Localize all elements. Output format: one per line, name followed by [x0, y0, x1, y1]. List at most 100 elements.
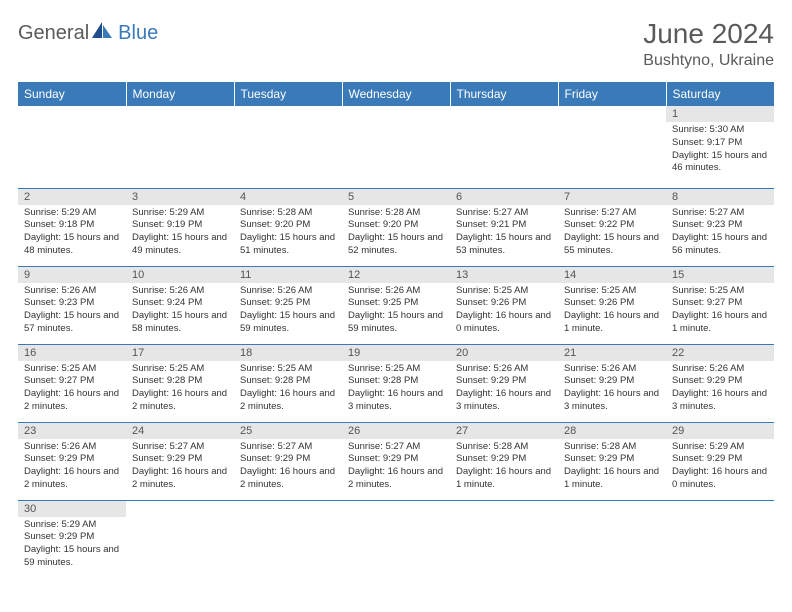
- calendar-cell: 7Sunrise: 5:27 AMSunset: 9:22 PMDaylight…: [558, 188, 666, 266]
- day-details: Sunrise: 5:25 AMSunset: 9:28 PMDaylight:…: [126, 361, 234, 417]
- day-details: Sunrise: 5:26 AMSunset: 9:29 PMDaylight:…: [558, 361, 666, 417]
- calendar-row: 1Sunrise: 5:30 AMSunset: 9:17 PMDaylight…: [18, 106, 774, 188]
- sunrise-text: Sunrise: 5:25 AM: [240, 363, 336, 376]
- day-details: Sunrise: 5:25 AMSunset: 9:26 PMDaylight:…: [558, 283, 666, 339]
- day-header: Tuesday: [234, 82, 342, 106]
- daylight-text: Daylight: 16 hours and 2 minutes.: [240, 388, 336, 414]
- day-details: Sunrise: 5:27 AMSunset: 9:22 PMDaylight:…: [558, 205, 666, 261]
- sunset-text: Sunset: 9:20 PM: [348, 219, 444, 232]
- sunrise-text: Sunrise: 5:27 AM: [240, 441, 336, 454]
- calendar-cell: 20Sunrise: 5:26 AMSunset: 9:29 PMDayligh…: [450, 344, 558, 422]
- day-number: 16: [18, 345, 126, 361]
- day-number: 7: [558, 189, 666, 205]
- day-number: 26: [342, 423, 450, 439]
- day-number: 28: [558, 423, 666, 439]
- sunset-text: Sunset: 9:24 PM: [132, 297, 228, 310]
- calendar-cell: 24Sunrise: 5:27 AMSunset: 9:29 PMDayligh…: [126, 422, 234, 500]
- calendar-cell: 22Sunrise: 5:26 AMSunset: 9:29 PMDayligh…: [666, 344, 774, 422]
- sunrise-text: Sunrise: 5:27 AM: [672, 207, 768, 220]
- sunrise-text: Sunrise: 5:28 AM: [564, 441, 660, 454]
- calendar-cell: 12Sunrise: 5:26 AMSunset: 9:25 PMDayligh…: [342, 266, 450, 344]
- day-details: Sunrise: 5:25 AMSunset: 9:28 PMDaylight:…: [342, 361, 450, 417]
- calendar-cell: 26Sunrise: 5:27 AMSunset: 9:29 PMDayligh…: [342, 422, 450, 500]
- daylight-text: Daylight: 15 hours and 52 minutes.: [348, 232, 444, 258]
- day-number: 21: [558, 345, 666, 361]
- day-number: 14: [558, 267, 666, 283]
- day-details: Sunrise: 5:27 AMSunset: 9:29 PMDaylight:…: [234, 439, 342, 495]
- sunrise-text: Sunrise: 5:25 AM: [348, 363, 444, 376]
- day-details: Sunrise: 5:28 AMSunset: 9:20 PMDaylight:…: [342, 205, 450, 261]
- day-number: 3: [126, 189, 234, 205]
- day-details: Sunrise: 5:28 AMSunset: 9:29 PMDaylight:…: [450, 439, 558, 495]
- daylight-text: Daylight: 15 hours and 48 minutes.: [24, 232, 120, 258]
- calendar-cell: 28 Sunrise: 5:28 AMSunset: 9:29 PMDayligh…: [558, 422, 666, 500]
- sunset-text: Sunset: 9:29 PM: [564, 375, 660, 388]
- sunrise-text: Sunrise: 5:26 AM: [456, 363, 552, 376]
- sunset-text: Sunset: 9:18 PM: [24, 219, 120, 232]
- sunrise-text: Sunrise: 5:26 AM: [24, 441, 120, 454]
- sunrise-text: Sunrise: 5:29 AM: [672, 441, 768, 454]
- day-number: 18: [234, 345, 342, 361]
- calendar-cell: [18, 106, 126, 188]
- sunset-text: Sunset: 9:29 PM: [348, 453, 444, 466]
- calendar-cell: 4Sunrise: 5:28 AMSunset: 9:20 PMDaylight…: [234, 188, 342, 266]
- day-header-row: Sunday Monday Tuesday Wednesday Thursday…: [18, 82, 774, 106]
- daylight-text: Daylight: 16 hours and 2 minutes.: [24, 466, 120, 492]
- sunset-text: Sunset: 9:28 PM: [240, 375, 336, 388]
- calendar-row: 9Sunrise: 5:26 AMSunset: 9:23 PMDaylight…: [18, 266, 774, 344]
- day-number: 17: [126, 345, 234, 361]
- day-header: Thursday: [450, 82, 558, 106]
- daylight-text: Daylight: 15 hours and 58 minutes.: [132, 310, 228, 336]
- logo-text-general: General: [18, 22, 89, 45]
- day-details: Sunrise: 5:26 AMSunset: 9:29 PMDaylight:…: [666, 361, 774, 417]
- daylight-text: Daylight: 16 hours and 2 minutes.: [132, 466, 228, 492]
- daylight-text: Daylight: 16 hours and 3 minutes.: [348, 388, 444, 414]
- sunset-text: Sunset: 9:25 PM: [348, 297, 444, 310]
- sunset-text: Sunset: 9:29 PM: [240, 453, 336, 466]
- daylight-text: Daylight: 16 hours and 3 minutes.: [564, 388, 660, 414]
- day-number: 30: [18, 501, 126, 517]
- daylight-text: Daylight: 16 hours and 1 minute.: [564, 466, 660, 492]
- day-details: Sunrise: 5:29 AMSunset: 9:29 PMDaylight:…: [18, 517, 126, 573]
- sunset-text: Sunset: 9:28 PM: [348, 375, 444, 388]
- sunrise-text: Sunrise: 5:26 AM: [240, 285, 336, 298]
- daylight-text: Daylight: 15 hours and 59 minutes.: [348, 310, 444, 336]
- daylight-text: Daylight: 16 hours and 2 minutes.: [348, 466, 444, 492]
- day-details: Sunrise: 5:26 AMSunset: 9:24 PMDaylight:…: [126, 283, 234, 339]
- daylight-text: Daylight: 15 hours and 55 minutes.: [564, 232, 660, 258]
- daylight-text: Daylight: 16 hours and 2 minutes.: [24, 388, 120, 414]
- sunrise-text: Sunrise: 5:27 AM: [348, 441, 444, 454]
- day-number: 4: [234, 189, 342, 205]
- sunrise-text: Sunrise: 5:29 AM: [24, 519, 120, 532]
- daylight-text: Daylight: 15 hours and 46 minutes.: [672, 150, 768, 176]
- calendar-cell: 27Sunrise: 5:28 AMSunset: 9:29 PMDayligh…: [450, 422, 558, 500]
- day-number: 27: [450, 423, 558, 439]
- daylight-text: Daylight: 16 hours and 1 minute.: [456, 466, 552, 492]
- day-number: 23: [18, 423, 126, 439]
- sunset-text: Sunset: 9:28 PM: [132, 375, 228, 388]
- calendar-cell: 30Sunrise: 5:29 AMSunset: 9:29 PMDayligh…: [18, 500, 126, 578]
- sunset-text: Sunset: 9:29 PM: [132, 453, 228, 466]
- calendar-cell: 16Sunrise: 5:25 AMSunset: 9:27 PMDayligh…: [18, 344, 126, 422]
- sunset-text: Sunset: 9:19 PM: [132, 219, 228, 232]
- day-details: Sunrise: 5:25 AMSunset: 9:27 PMDaylight:…: [666, 283, 774, 339]
- day-number: 15: [666, 267, 774, 283]
- sunset-text: Sunset: 9:29 PM: [564, 453, 660, 466]
- day-details: Sunrise: 5:29 AMSunset: 9:18 PMDaylight:…: [18, 205, 126, 261]
- day-header: Friday: [558, 82, 666, 106]
- logo-text-blue: Blue: [118, 22, 158, 45]
- day-header: Saturday: [666, 82, 774, 106]
- sunset-text: Sunset: 9:22 PM: [564, 219, 660, 232]
- day-details: Sunrise: 5:25 AMSunset: 9:27 PMDaylight:…: [18, 361, 126, 417]
- calendar-cell: [126, 106, 234, 188]
- daylight-text: Daylight: 15 hours and 53 minutes.: [456, 232, 552, 258]
- day-details: Sunrise: 5:26 AMSunset: 9:29 PMDaylight:…: [450, 361, 558, 417]
- sunset-text: Sunset: 9:23 PM: [672, 219, 768, 232]
- sunrise-text: Sunrise: 5:28 AM: [348, 207, 444, 220]
- day-header: Wednesday: [342, 82, 450, 106]
- sunrise-text: Sunrise: 5:25 AM: [672, 285, 768, 298]
- sunrise-text: Sunrise: 5:25 AM: [564, 285, 660, 298]
- calendar-cell: 23Sunrise: 5:26 AMSunset: 9:29 PMDayligh…: [18, 422, 126, 500]
- day-details: Sunrise: 5:27 AMSunset: 9:29 PMDaylight:…: [342, 439, 450, 495]
- calendar-cell: [234, 500, 342, 578]
